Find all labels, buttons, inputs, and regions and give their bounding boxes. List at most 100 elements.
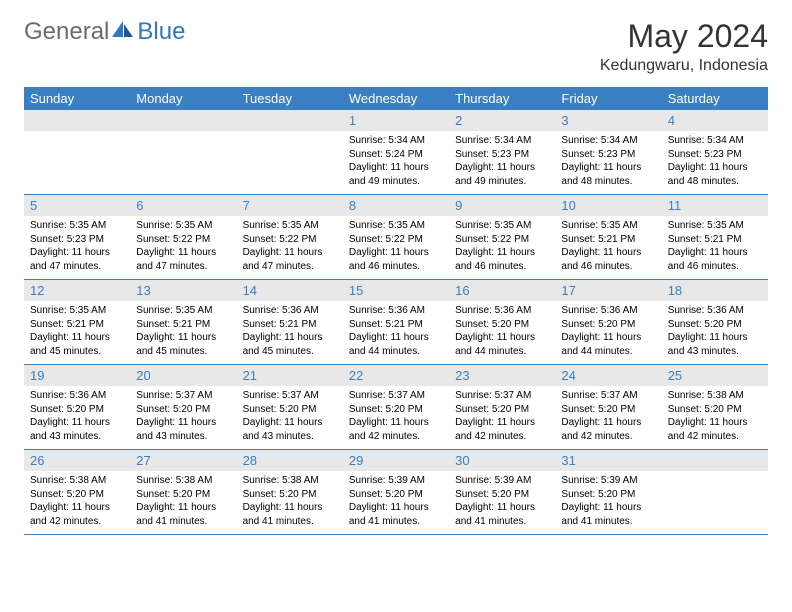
day-details: Sunrise: 5:36 AMSunset: 5:20 PMDaylight:… — [24, 386, 130, 449]
day-cell — [662, 450, 768, 534]
day-cell: 17Sunrise: 5:36 AMSunset: 5:20 PMDayligh… — [555, 280, 661, 364]
day-details: Sunrise: 5:39 AMSunset: 5:20 PMDaylight:… — [343, 471, 449, 534]
weekday-label: Wednesday — [343, 87, 449, 110]
day-number: 10 — [555, 195, 661, 216]
day-number: 9 — [449, 195, 555, 216]
day-details: Sunrise: 5:34 AMSunset: 5:23 PMDaylight:… — [555, 131, 661, 194]
day-details: Sunrise: 5:37 AMSunset: 5:20 PMDaylight:… — [130, 386, 236, 449]
day-details: Sunrise: 5:35 AMSunset: 5:23 PMDaylight:… — [24, 216, 130, 279]
day-number: 20 — [130, 365, 236, 386]
day-details: Sunrise: 5:36 AMSunset: 5:20 PMDaylight:… — [555, 301, 661, 364]
day-number: 29 — [343, 450, 449, 471]
day-details: Sunrise: 5:35 AMSunset: 5:21 PMDaylight:… — [662, 216, 768, 279]
day-cell: 31Sunrise: 5:39 AMSunset: 5:20 PMDayligh… — [555, 450, 661, 534]
day-details: Sunrise: 5:37 AMSunset: 5:20 PMDaylight:… — [237, 386, 343, 449]
day-number: 14 — [237, 280, 343, 301]
day-cell: 28Sunrise: 5:38 AMSunset: 5:20 PMDayligh… — [237, 450, 343, 534]
weekday-header: SundayMondayTuesdayWednesdayThursdayFrid… — [24, 87, 768, 110]
day-cell: 4Sunrise: 5:34 AMSunset: 5:23 PMDaylight… — [662, 110, 768, 194]
day-number: 25 — [662, 365, 768, 386]
weekday-label: Tuesday — [237, 87, 343, 110]
day-details: Sunrise: 5:34 AMSunset: 5:24 PMDaylight:… — [343, 131, 449, 194]
day-cell — [24, 110, 130, 194]
day-number: 8 — [343, 195, 449, 216]
day-number: 16 — [449, 280, 555, 301]
brand-logo: General Blue — [24, 18, 185, 46]
day-details: Sunrise: 5:38 AMSunset: 5:20 PMDaylight:… — [24, 471, 130, 534]
day-cell: 16Sunrise: 5:36 AMSunset: 5:20 PMDayligh… — [449, 280, 555, 364]
day-details: Sunrise: 5:35 AMSunset: 5:21 PMDaylight:… — [24, 301, 130, 364]
day-cell: 3Sunrise: 5:34 AMSunset: 5:23 PMDaylight… — [555, 110, 661, 194]
day-cell: 22Sunrise: 5:37 AMSunset: 5:20 PMDayligh… — [343, 365, 449, 449]
day-details: Sunrise: 5:39 AMSunset: 5:20 PMDaylight:… — [449, 471, 555, 534]
day-cell: 10Sunrise: 5:35 AMSunset: 5:21 PMDayligh… — [555, 195, 661, 279]
day-details: Sunrise: 5:36 AMSunset: 5:21 PMDaylight:… — [237, 301, 343, 364]
day-cell: 25Sunrise: 5:38 AMSunset: 5:20 PMDayligh… — [662, 365, 768, 449]
week-row: 26Sunrise: 5:38 AMSunset: 5:20 PMDayligh… — [24, 450, 768, 535]
day-number — [662, 450, 768, 471]
day-number: 28 — [237, 450, 343, 471]
day-details: Sunrise: 5:38 AMSunset: 5:20 PMDaylight:… — [662, 386, 768, 449]
day-details: Sunrise: 5:39 AMSunset: 5:20 PMDaylight:… — [555, 471, 661, 534]
brand-text-b: Blue — [137, 18, 185, 46]
day-cell: 20Sunrise: 5:37 AMSunset: 5:20 PMDayligh… — [130, 365, 236, 449]
day-details: Sunrise: 5:36 AMSunset: 5:21 PMDaylight:… — [343, 301, 449, 364]
day-details: Sunrise: 5:36 AMSunset: 5:20 PMDaylight:… — [449, 301, 555, 364]
day-cell — [237, 110, 343, 194]
day-cell: 8Sunrise: 5:35 AMSunset: 5:22 PMDaylight… — [343, 195, 449, 279]
day-cell: 13Sunrise: 5:35 AMSunset: 5:21 PMDayligh… — [130, 280, 236, 364]
day-details: Sunrise: 5:36 AMSunset: 5:20 PMDaylight:… — [662, 301, 768, 364]
weekday-label: Thursday — [449, 87, 555, 110]
day-number: 18 — [662, 280, 768, 301]
day-cell: 12Sunrise: 5:35 AMSunset: 5:21 PMDayligh… — [24, 280, 130, 364]
day-cell: 19Sunrise: 5:36 AMSunset: 5:20 PMDayligh… — [24, 365, 130, 449]
week-row: 19Sunrise: 5:36 AMSunset: 5:20 PMDayligh… — [24, 365, 768, 450]
day-number: 12 — [24, 280, 130, 301]
day-details: Sunrise: 5:34 AMSunset: 5:23 PMDaylight:… — [449, 131, 555, 194]
day-details: Sunrise: 5:37 AMSunset: 5:20 PMDaylight:… — [343, 386, 449, 449]
location-label: Kedungwaru, Indonesia — [600, 57, 768, 75]
day-cell: 2Sunrise: 5:34 AMSunset: 5:23 PMDaylight… — [449, 110, 555, 194]
day-number: 2 — [449, 110, 555, 131]
header: General Blue May 2024 Kedungwaru, Indone… — [24, 18, 768, 75]
title-block: May 2024 Kedungwaru, Indonesia — [600, 18, 768, 75]
day-number — [130, 110, 236, 131]
day-details: Sunrise: 5:35 AMSunset: 5:22 PMDaylight:… — [237, 216, 343, 279]
month-title: May 2024 — [600, 18, 768, 55]
day-number: 31 — [555, 450, 661, 471]
brand-text-a: General — [24, 18, 109, 46]
weekday-label: Saturday — [662, 87, 768, 110]
weekday-label: Monday — [130, 87, 236, 110]
day-details: Sunrise: 5:38 AMSunset: 5:20 PMDaylight:… — [237, 471, 343, 534]
week-row: 5Sunrise: 5:35 AMSunset: 5:23 PMDaylight… — [24, 195, 768, 280]
day-cell — [130, 110, 236, 194]
day-cell: 18Sunrise: 5:36 AMSunset: 5:20 PMDayligh… — [662, 280, 768, 364]
day-number: 30 — [449, 450, 555, 471]
day-number: 27 — [130, 450, 236, 471]
day-cell: 27Sunrise: 5:38 AMSunset: 5:20 PMDayligh… — [130, 450, 236, 534]
day-cell: 9Sunrise: 5:35 AMSunset: 5:22 PMDaylight… — [449, 195, 555, 279]
day-number: 1 — [343, 110, 449, 131]
day-cell: 23Sunrise: 5:37 AMSunset: 5:20 PMDayligh… — [449, 365, 555, 449]
day-details: Sunrise: 5:37 AMSunset: 5:20 PMDaylight:… — [449, 386, 555, 449]
day-number: 26 — [24, 450, 130, 471]
day-cell: 26Sunrise: 5:38 AMSunset: 5:20 PMDayligh… — [24, 450, 130, 534]
brand-sail-icon — [112, 21, 134, 44]
day-number: 11 — [662, 195, 768, 216]
weekday-label: Friday — [555, 87, 661, 110]
day-details: Sunrise: 5:35 AMSunset: 5:22 PMDaylight:… — [130, 216, 236, 279]
day-cell: 7Sunrise: 5:35 AMSunset: 5:22 PMDaylight… — [237, 195, 343, 279]
day-number: 5 — [24, 195, 130, 216]
day-number: 15 — [343, 280, 449, 301]
day-cell: 24Sunrise: 5:37 AMSunset: 5:20 PMDayligh… — [555, 365, 661, 449]
day-number: 24 — [555, 365, 661, 386]
day-number: 6 — [130, 195, 236, 216]
calendar: SundayMondayTuesdayWednesdayThursdayFrid… — [24, 87, 768, 535]
day-cell: 15Sunrise: 5:36 AMSunset: 5:21 PMDayligh… — [343, 280, 449, 364]
day-cell: 29Sunrise: 5:39 AMSunset: 5:20 PMDayligh… — [343, 450, 449, 534]
day-details: Sunrise: 5:35 AMSunset: 5:22 PMDaylight:… — [343, 216, 449, 279]
day-details: Sunrise: 5:37 AMSunset: 5:20 PMDaylight:… — [555, 386, 661, 449]
day-details: Sunrise: 5:34 AMSunset: 5:23 PMDaylight:… — [662, 131, 768, 194]
day-cell: 6Sunrise: 5:35 AMSunset: 5:22 PMDaylight… — [130, 195, 236, 279]
day-number: 23 — [449, 365, 555, 386]
